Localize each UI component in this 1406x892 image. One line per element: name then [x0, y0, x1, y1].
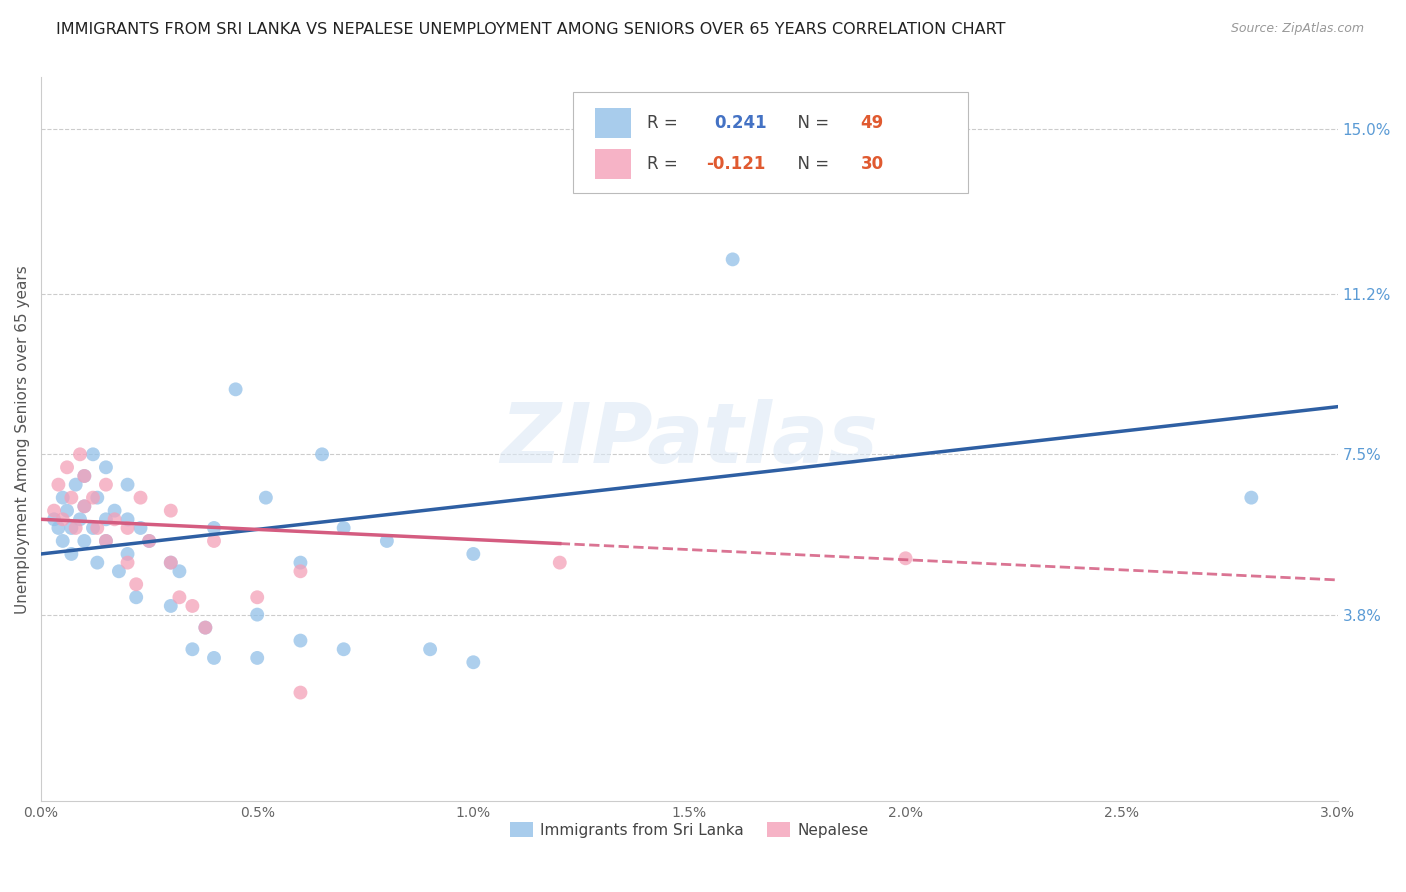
Point — [548, 556, 571, 570]
Point — [159, 556, 181, 570]
Point — [202, 533, 225, 548]
Text: R =: R = — [647, 114, 683, 132]
Point — [125, 577, 148, 591]
Point — [290, 564, 312, 578]
Point — [332, 521, 354, 535]
Point — [42, 512, 65, 526]
Point — [117, 556, 139, 570]
Point — [42, 503, 65, 517]
Point — [290, 633, 312, 648]
Point — [94, 533, 117, 548]
Point — [117, 477, 139, 491]
Point — [108, 564, 131, 578]
Text: IMMIGRANTS FROM SRI LANKA VS NEPALESE UNEMPLOYMENT AMONG SENIORS OVER 65 YEARS C: IMMIGRANTS FROM SRI LANKA VS NEPALESE UN… — [56, 22, 1005, 37]
Legend: Immigrants from Sri Lanka, Nepalese: Immigrants from Sri Lanka, Nepalese — [503, 815, 875, 844]
Point — [311, 447, 333, 461]
Point — [86, 521, 108, 535]
Point — [65, 477, 87, 491]
Point — [290, 556, 312, 570]
Text: 49: 49 — [860, 114, 884, 132]
Point — [117, 521, 139, 535]
Point — [48, 521, 70, 535]
Point — [721, 252, 744, 267]
Point — [65, 521, 87, 535]
Point — [463, 547, 485, 561]
Point — [169, 564, 191, 578]
Point — [86, 491, 108, 505]
Text: N =: N = — [787, 155, 834, 173]
Point — [82, 447, 104, 461]
Point — [290, 685, 312, 699]
Point — [181, 642, 204, 657]
Point — [94, 477, 117, 491]
FancyBboxPatch shape — [595, 108, 631, 138]
Point — [94, 533, 117, 548]
Point — [194, 621, 217, 635]
Point — [463, 655, 485, 669]
Point — [181, 599, 204, 613]
Point — [52, 512, 75, 526]
Point — [103, 503, 125, 517]
Point — [138, 533, 160, 548]
Point — [73, 469, 96, 483]
Point — [86, 556, 108, 570]
Text: 30: 30 — [860, 155, 884, 173]
Point — [60, 521, 83, 535]
Point — [60, 547, 83, 561]
Point — [419, 642, 441, 657]
Point — [202, 521, 225, 535]
Text: R =: R = — [647, 155, 683, 173]
Point — [375, 533, 398, 548]
Point — [246, 607, 269, 622]
Point — [169, 591, 191, 605]
Text: 0.241: 0.241 — [714, 114, 766, 132]
Point — [129, 521, 152, 535]
FancyBboxPatch shape — [572, 92, 969, 194]
Point — [60, 491, 83, 505]
Point — [246, 591, 269, 605]
Point — [94, 460, 117, 475]
FancyBboxPatch shape — [595, 149, 631, 179]
Point — [1240, 491, 1263, 505]
Text: -0.121: -0.121 — [706, 155, 766, 173]
Point — [225, 382, 247, 396]
Text: N =: N = — [787, 114, 834, 132]
Point — [73, 533, 96, 548]
Point — [125, 591, 148, 605]
Text: ZIPatlas: ZIPatlas — [501, 399, 879, 480]
Point — [138, 533, 160, 548]
Text: Source: ZipAtlas.com: Source: ZipAtlas.com — [1230, 22, 1364, 36]
Point — [103, 512, 125, 526]
Point — [117, 512, 139, 526]
Point — [69, 512, 91, 526]
Point — [94, 512, 117, 526]
Point — [159, 599, 181, 613]
Point — [332, 642, 354, 657]
Point — [129, 491, 152, 505]
Point — [73, 469, 96, 483]
Point — [69, 447, 91, 461]
Point — [159, 556, 181, 570]
Point — [82, 521, 104, 535]
Point — [48, 477, 70, 491]
Point — [117, 547, 139, 561]
Point — [194, 621, 217, 635]
Point — [894, 551, 917, 566]
Point — [56, 503, 79, 517]
Point — [159, 503, 181, 517]
Point — [52, 491, 75, 505]
Point — [202, 651, 225, 665]
Point — [73, 500, 96, 514]
Point — [56, 460, 79, 475]
Point — [73, 500, 96, 514]
Point — [82, 491, 104, 505]
Point — [52, 533, 75, 548]
Y-axis label: Unemployment Among Seniors over 65 years: Unemployment Among Seniors over 65 years — [15, 265, 30, 614]
Point — [246, 651, 269, 665]
Point — [254, 491, 277, 505]
